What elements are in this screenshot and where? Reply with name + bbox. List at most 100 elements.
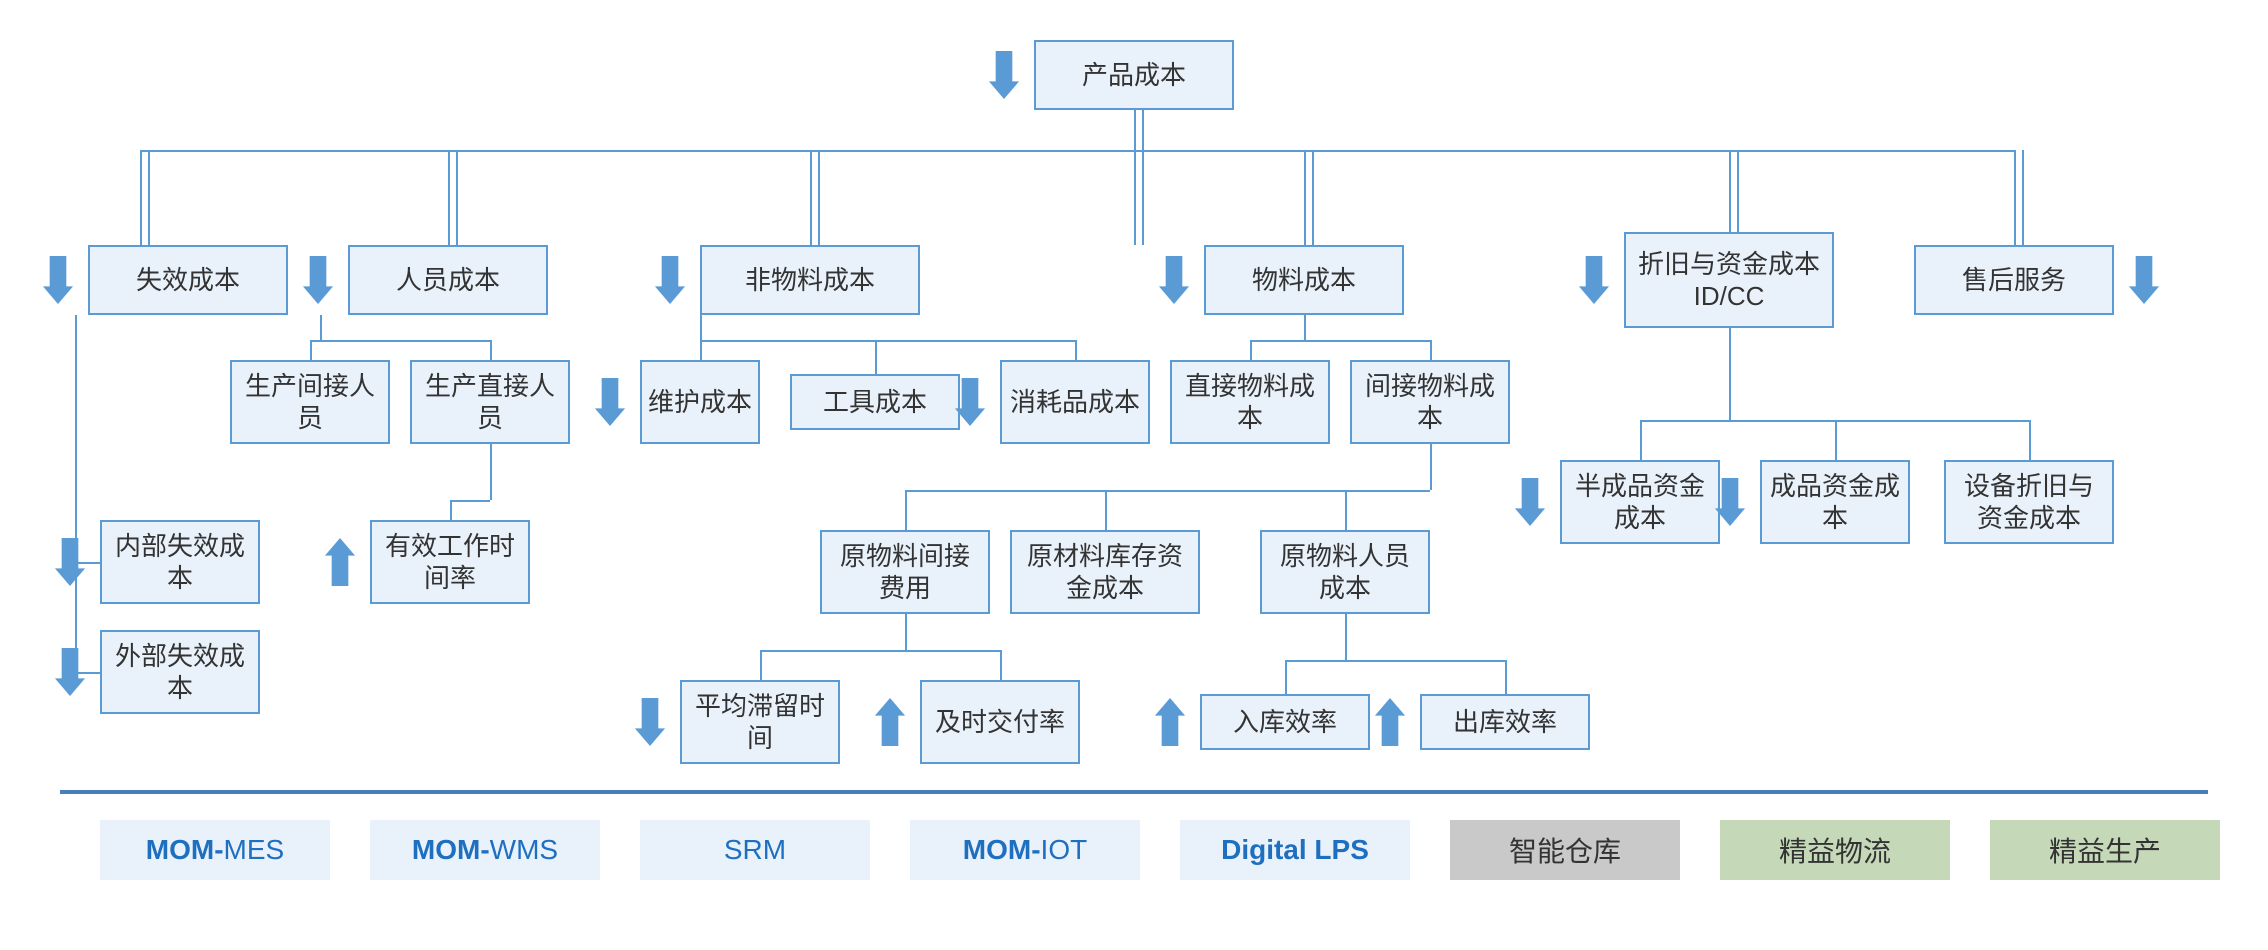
section-divider <box>60 790 2208 794</box>
node-l3d1: 原物料间接费用 <box>820 530 990 614</box>
connector-v <box>905 490 907 530</box>
connector-v <box>1345 490 1347 530</box>
node-l2d2: 间接物料成本 <box>1350 360 1510 444</box>
node-l2c2: 工具成本 <box>790 374 960 430</box>
connector-v <box>490 444 492 500</box>
connector-v <box>1430 340 1432 360</box>
connector-v <box>1304 315 1306 340</box>
connector-v <box>875 340 877 374</box>
arrow-down-icon <box>978 49 1030 101</box>
connector-v <box>1075 340 1077 360</box>
node-l4d2: 及时交付率 <box>920 680 1080 764</box>
connector-v <box>490 340 492 360</box>
arrow-down-icon <box>292 254 344 306</box>
connector-h <box>760 650 1000 652</box>
node-l2b1: 生产间接人员 <box>230 360 390 444</box>
node-l2e1: 半成品资金成本 <box>1560 460 1720 544</box>
connector-v <box>1105 490 1107 530</box>
legend-item-4: Digital LPS <box>1180 820 1410 880</box>
connector-v <box>1835 420 1837 460</box>
arrow-down-icon <box>44 646 96 698</box>
connector-v <box>1142 110 1144 245</box>
arrow-down-icon <box>1704 476 1756 528</box>
connector-v <box>2014 150 2016 245</box>
connector-v <box>1312 150 1314 245</box>
arrow-up-icon <box>864 696 916 748</box>
node-l1a: 失效成本 <box>88 245 288 315</box>
connector-v <box>140 150 142 245</box>
node-l1e: 折旧与资金成本ID/CC <box>1624 232 1834 328</box>
connector-v <box>1345 614 1347 660</box>
legend-item-2: SRM <box>640 820 870 880</box>
node-l4d1: 平均滞留时间 <box>680 680 840 764</box>
node-l3b1: 有效工作时间率 <box>370 520 530 604</box>
connector-v <box>1729 328 1731 420</box>
node-l3d3: 原物料人员成本 <box>1260 530 1430 614</box>
connector-v <box>1505 660 1507 694</box>
arrow-up-icon <box>314 536 366 588</box>
node-root: 产品成本 <box>1034 40 1234 110</box>
node-l2e3: 设备折旧与资金成本 <box>1944 460 2114 544</box>
arrow-up-icon <box>1144 696 1196 748</box>
node-l4d4: 出库效率 <box>1420 694 1590 750</box>
connector-v <box>450 500 452 520</box>
connector-v <box>818 150 820 245</box>
node-l2c3: 消耗品成本 <box>1000 360 1150 444</box>
legend-item-1: MOM-WMS <box>370 820 600 880</box>
node-l1d: 物料成本 <box>1204 245 1404 315</box>
legend-item-0: MOM-MES <box>100 820 330 880</box>
connector-v <box>148 150 150 245</box>
node-l2e2: 成品资金成本 <box>1760 460 1910 544</box>
arrow-down-icon <box>1568 254 1620 306</box>
arrow-down-icon <box>2118 254 2170 306</box>
connector-v <box>1285 660 1287 694</box>
connector-v <box>760 650 762 680</box>
connector-h <box>310 340 490 342</box>
node-l2d1: 直接物料成本 <box>1170 360 1330 444</box>
connector-v <box>2022 150 2024 245</box>
connector-h <box>1285 660 1505 662</box>
node-l1b: 人员成本 <box>348 245 548 315</box>
connector-v <box>448 150 450 245</box>
connector-v <box>456 150 458 245</box>
legend-item-5: 智能仓库 <box>1450 820 1680 880</box>
connector-h <box>450 500 490 502</box>
connector-v <box>1430 444 1432 490</box>
connector-v <box>1729 150 1731 232</box>
arrow-down-icon <box>944 376 996 428</box>
connector-v <box>2029 420 2031 460</box>
connector-v <box>1250 340 1252 360</box>
connector-v <box>700 315 702 340</box>
arrow-down-icon <box>1504 476 1556 528</box>
connector-h <box>1250 340 1430 342</box>
connector-h <box>700 340 1075 342</box>
node-l4d3: 入库效率 <box>1200 694 1370 750</box>
connector-h <box>905 490 1430 492</box>
arrow-down-icon <box>44 536 96 588</box>
connector-v <box>310 340 312 360</box>
node-l3d2: 原材料库存资金成本 <box>1010 530 1200 614</box>
arrow-down-icon <box>624 696 676 748</box>
arrow-down-icon <box>644 254 696 306</box>
connector-v <box>75 315 77 672</box>
node-l3a2: 外部失效成本 <box>100 630 260 714</box>
diagram-stage: 产品成本失效成本人员成本 非物料成本 物料成本 折旧与资金成本ID/CC 售后服务生产间… <box>0 0 2268 950</box>
legend-item-3: MOM-IOT <box>910 820 1140 880</box>
connector-v <box>810 150 812 245</box>
connector-v <box>1134 110 1136 245</box>
node-l2c1: 维护成本 <box>640 360 760 444</box>
connector-v <box>1304 150 1306 245</box>
legend-item-7: 精益生产 <box>1990 820 2220 880</box>
arrow-down-icon <box>1148 254 1200 306</box>
node-l2b2: 生产直接人员 <box>410 360 570 444</box>
connector-v <box>1000 650 1002 680</box>
node-l1c: 非物料成本 <box>700 245 920 315</box>
connector-v <box>905 614 907 650</box>
node-l3a1: 内部失效成本 <box>100 520 260 604</box>
arrow-up-icon <box>1364 696 1416 748</box>
connector-v <box>700 340 702 360</box>
arrow-down-icon <box>584 376 636 428</box>
connector-v <box>320 315 322 340</box>
legend-item-6: 精益物流 <box>1720 820 1950 880</box>
node-l1f: 售后服务 <box>1914 245 2114 315</box>
